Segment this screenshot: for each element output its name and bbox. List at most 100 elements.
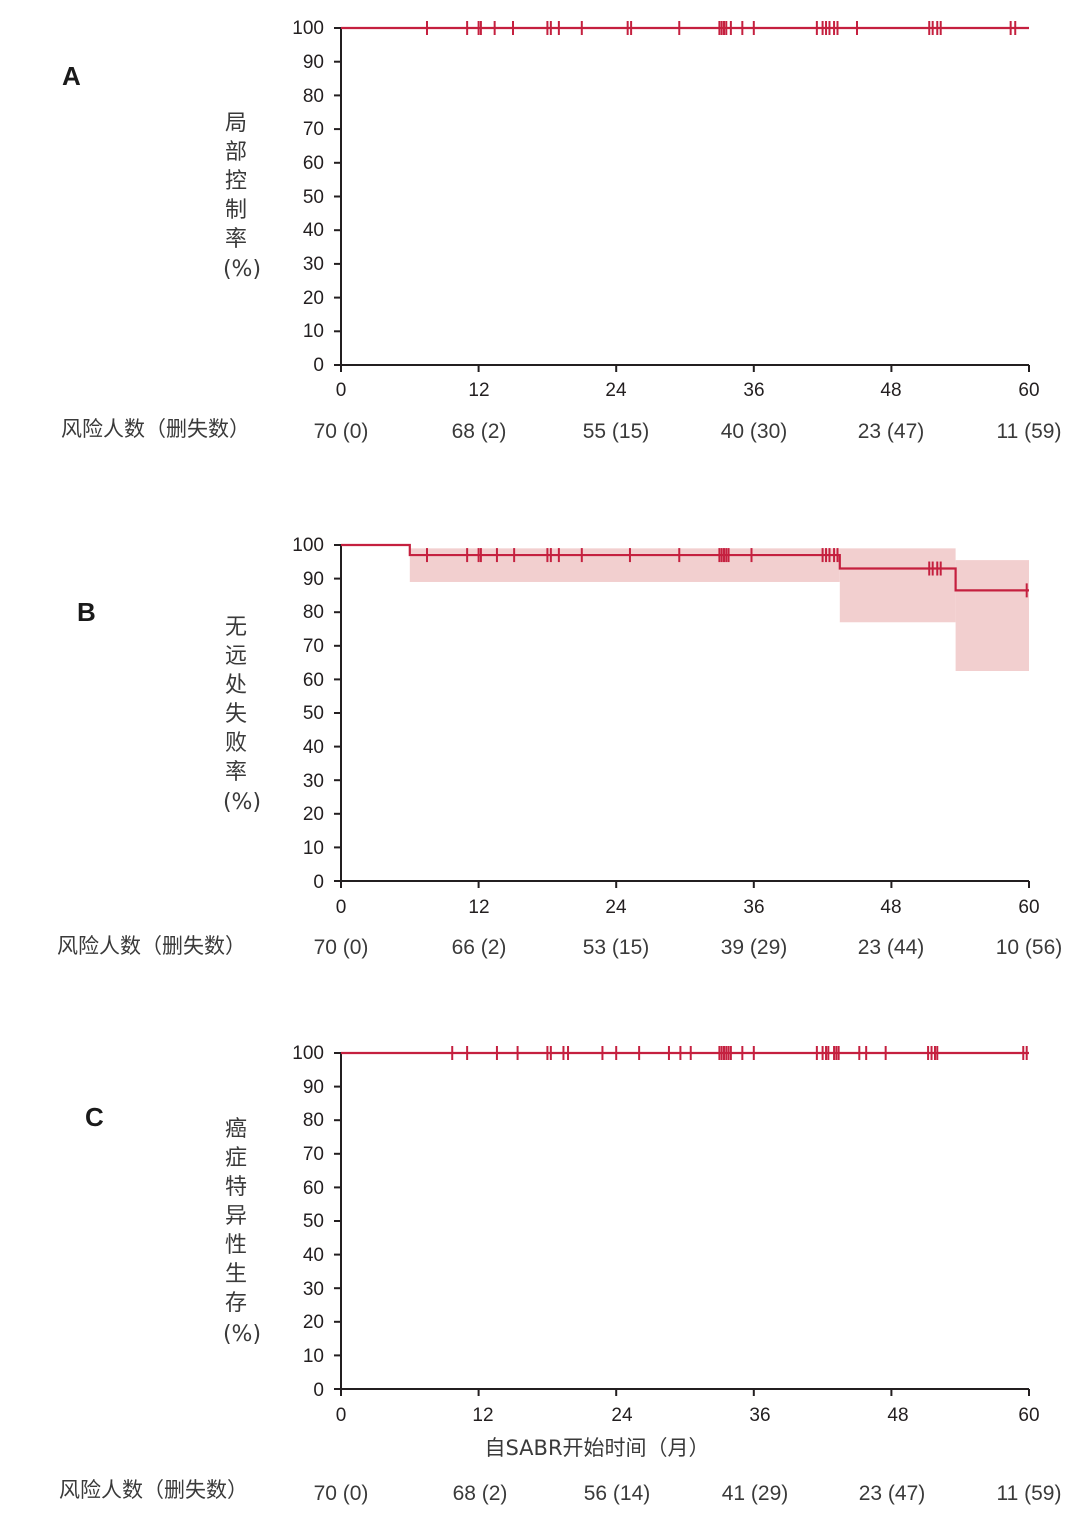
panel-c-ylabel-char: 癌 <box>225 1117 247 1142</box>
panel-a-x-tick-labels: 0 12 24 36 48 60 <box>336 380 1040 401</box>
y-tick-label: 70 <box>303 636 324 657</box>
panel-a-censor-marks <box>426 21 1017 35</box>
panel-c-axes <box>334 1052 1030 1396</box>
x-tick-label: 12 <box>472 1405 493 1426</box>
risk-cell: 55 (15) <box>583 420 650 443</box>
panel-b-ci-bands <box>409 548 1029 671</box>
y-tick-label: 20 <box>303 288 324 309</box>
panel-c-ylabel-char: 异 <box>225 1204 247 1229</box>
panel-c-ylabel-char: 特 <box>225 1175 247 1200</box>
panel-a-risk-table: 风险人数（删失数） 70 (0) 68 (2) 55 (15) 40 (30) … <box>61 417 1061 443</box>
panel-a-ylabel: 局 部 控 制 率 (%) <box>223 111 261 282</box>
risk-cell: 23 (47) <box>858 420 925 443</box>
risk-cell: 10 (56) <box>996 936 1063 959</box>
panel-c-ylabel-char: 生 <box>225 1262 247 1287</box>
y-tick-label: 20 <box>303 1312 324 1333</box>
panel-a-ylabel-char: 制 <box>225 198 247 223</box>
risk-cell: 53 (15) <box>583 936 650 959</box>
risk-cell: 23 (47) <box>859 1482 926 1505</box>
risk-cell: 39 (29) <box>721 936 788 959</box>
panel-b-ylabel-char: 败 <box>225 731 247 756</box>
x-tick-label: 24 <box>605 380 627 401</box>
x-tick-label: 12 <box>468 897 489 918</box>
panel-b-x-tick-labels: 0 12 24 36 48 60 <box>336 897 1040 918</box>
panel-a: A 局 部 控 制 率 (%) 0 12 24 36 48 60 0 10 20… <box>61 18 1061 443</box>
panel-a-ylabel-char: 部 <box>225 140 247 165</box>
risk-cell: 68 (2) <box>453 1482 508 1505</box>
panel-b-axes <box>334 544 1030 888</box>
x-tick-label: 60 <box>1018 380 1039 401</box>
ci-band <box>955 560 1029 671</box>
ci-band <box>839 548 956 623</box>
y-tick-label: 30 <box>303 254 324 275</box>
y-tick-label: 100 <box>292 535 324 556</box>
y-tick-label: 30 <box>303 771 324 792</box>
y-tick-label: 40 <box>303 220 324 241</box>
y-tick-label: 80 <box>303 602 324 623</box>
risk-cell: 70 (0) <box>314 936 369 959</box>
panel-b-label: B <box>77 597 96 627</box>
x-tick-label: 24 <box>605 897 627 918</box>
panel-a-axes <box>334 27 1030 372</box>
panel-c-label: C <box>85 1102 104 1132</box>
survival-curve <box>341 543 1029 592</box>
x-tick-label: 48 <box>887 1405 908 1426</box>
x-tick-label: 60 <box>1018 897 1039 918</box>
y-tick-label: 0 <box>313 1380 324 1401</box>
y-tick-label: 30 <box>303 1279 324 1300</box>
risk-cell: 11 (59) <box>997 420 1062 443</box>
y-tick-label: 50 <box>303 1211 324 1232</box>
x-tick-label: 48 <box>880 897 901 918</box>
panel-b-risk-table: 风险人数（删失数） 70 (0) 66 (2) 53 (15) 39 (29) … <box>57 934 1062 959</box>
panel-b: B 无 远 处 失 败 率 (%) 0 12 24 36 48 60 0 10 … <box>57 535 1062 959</box>
x-tick-label: 0 <box>336 897 347 918</box>
risk-table-label: 风险人数（删失数） <box>59 1478 248 1502</box>
panel-c-ylabel-char: 症 <box>225 1146 247 1171</box>
y-tick-label: 90 <box>303 569 324 590</box>
panel-a-ylabel-char: 局 <box>225 111 247 136</box>
x-tick-label: 36 <box>749 1405 770 1426</box>
y-tick-label: 70 <box>303 119 324 140</box>
risk-cell: 23 (44) <box>858 936 925 959</box>
risk-table-label: 风险人数（删失数） <box>57 934 246 958</box>
x-tick-label: 0 <box>336 380 347 401</box>
panel-b-ylabel-char: 无 <box>225 615 247 640</box>
panel-b-ylabel-char: 失 <box>225 702 247 727</box>
y-tick-label: 60 <box>303 1178 324 1199</box>
x-tick-label: 36 <box>743 897 764 918</box>
panel-a-y-tick-labels: 0 10 20 30 40 50 60 70 80 90 100 <box>292 18 324 376</box>
panel-c-censor-marks <box>451 1046 1028 1060</box>
y-tick-label: 40 <box>303 737 324 758</box>
panel-a-ylabel-char: (%) <box>223 257 261 282</box>
y-tick-label: 90 <box>303 1077 324 1098</box>
panel-b-censor-marks <box>426 548 1028 598</box>
y-tick-label: 80 <box>303 1110 324 1131</box>
x-tick-label: 60 <box>1018 1405 1039 1426</box>
y-tick-label: 70 <box>303 1144 324 1165</box>
panel-b-ylabel-char: (%) <box>223 790 261 815</box>
risk-cell: 70 (0) <box>314 420 369 443</box>
y-tick-label: 90 <box>303 52 324 73</box>
y-tick-label: 10 <box>303 1346 324 1367</box>
y-tick-label: 60 <box>303 670 324 691</box>
y-tick-label: 10 <box>303 321 324 342</box>
y-tick-label: 20 <box>303 804 324 825</box>
y-tick-label: 50 <box>303 703 324 724</box>
y-tick-label: 100 <box>292 18 324 39</box>
ci-band <box>409 548 840 582</box>
risk-cell: 41 (29) <box>722 1482 789 1505</box>
panel-b-ylabel-char: 远 <box>225 644 247 669</box>
panel-b-curve <box>341 543 1029 592</box>
panel-b-y-tick-labels: 0 10 20 30 40 50 60 70 80 90 100 <box>292 535 324 893</box>
panel-c-ylabel-char: 存 <box>225 1291 247 1316</box>
panel-c-ylabel-char: (%) <box>223 1322 261 1347</box>
x-axis-label: 自SABR开始时间（月） <box>484 1436 709 1460</box>
risk-cell: 11 (59) <box>997 1482 1062 1505</box>
risk-cell: 56 (14) <box>584 1482 651 1505</box>
y-tick-label: 10 <box>303 838 324 859</box>
risk-cell: 66 (2) <box>452 936 507 959</box>
y-tick-label: 100 <box>292 1043 324 1064</box>
panel-b-ylabel: 无 远 处 失 败 率 (%) <box>223 615 261 815</box>
risk-cell: 70 (0) <box>314 1482 369 1505</box>
x-tick-label: 36 <box>743 380 764 401</box>
